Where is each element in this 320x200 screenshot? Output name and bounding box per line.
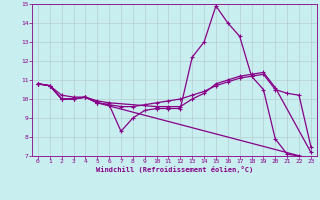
- X-axis label: Windchill (Refroidissement éolien,°C): Windchill (Refroidissement éolien,°C): [96, 166, 253, 173]
